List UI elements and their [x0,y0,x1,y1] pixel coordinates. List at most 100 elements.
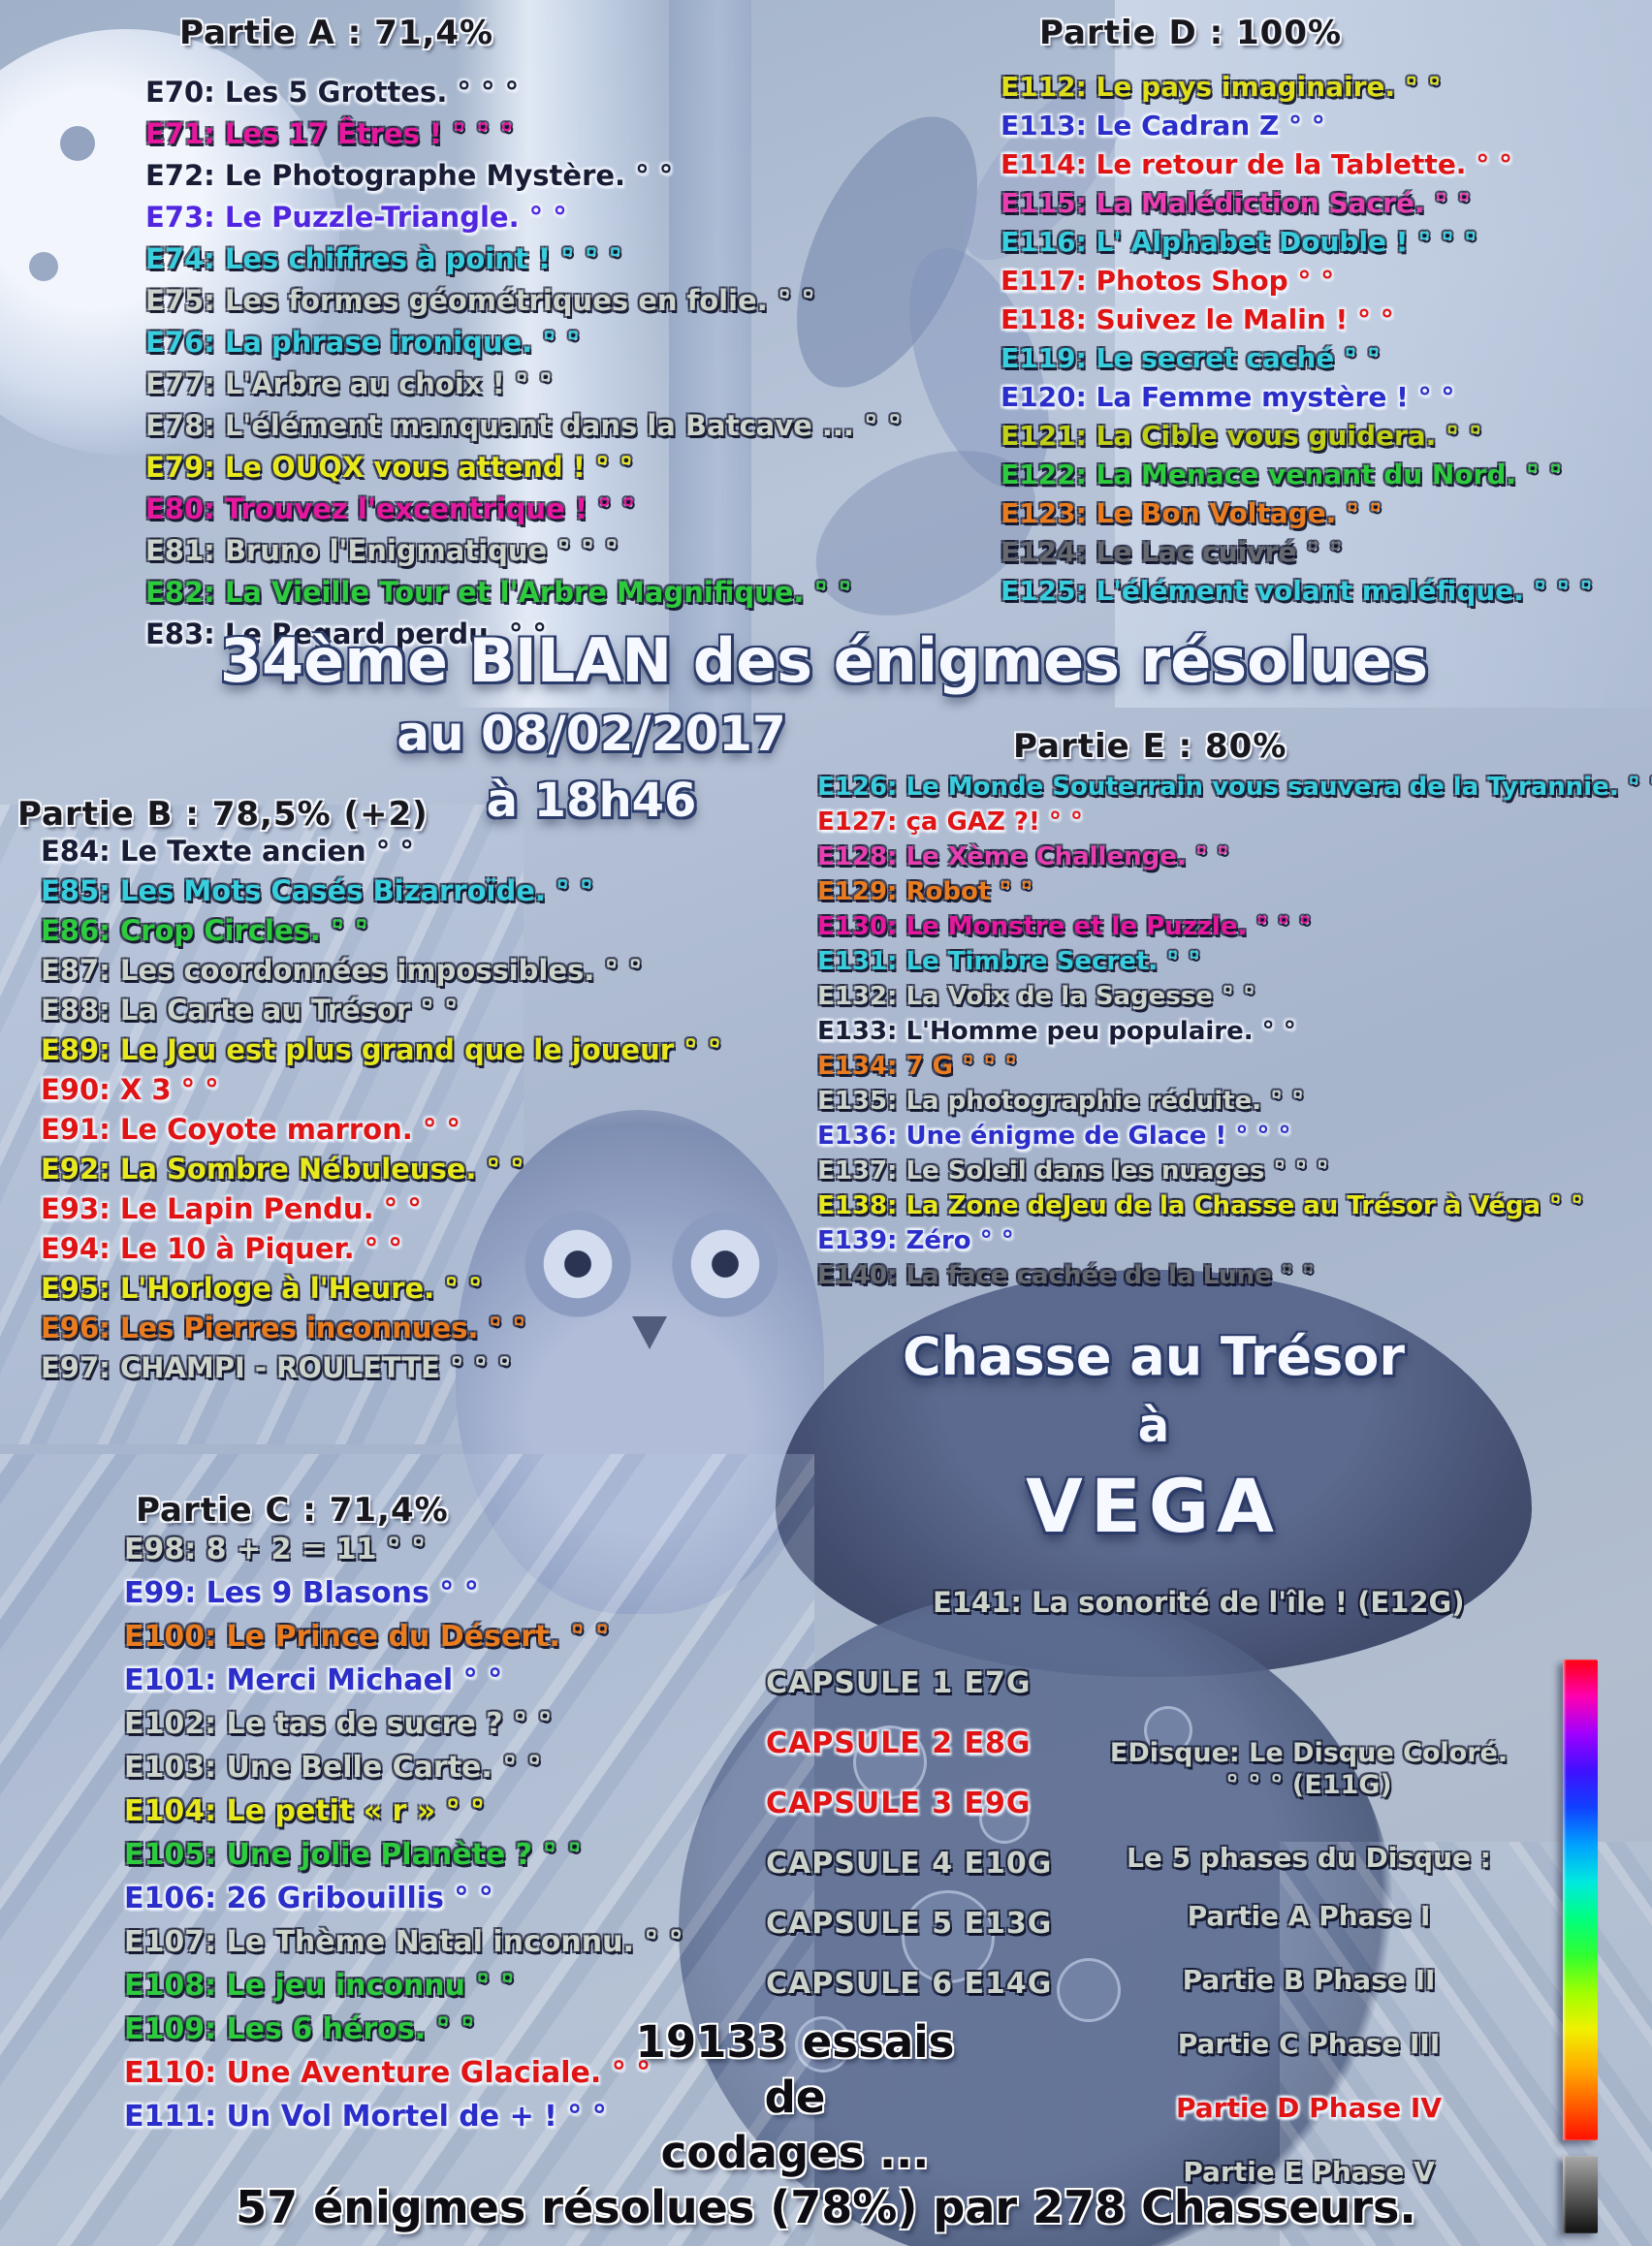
enigma-item: E106: 26 Gribouillis ° ° [124,1882,493,1915]
attempts-line1: 19133 essais [635,2016,955,2068]
background-owl-figurine [456,1110,824,1614]
owl-eye-icon [671,1210,779,1318]
enigma-item: E126: Le Monde Souterrain vous sauvera d… [817,773,1652,802]
summary-line: 57 énigmes résolues (78%) par 278 Chasse… [236,2181,1416,2233]
phase-item: Partie A Phase I [1187,1900,1431,1932]
enigma-item: E72: Le Photographe Mystère. ° ° [145,159,674,192]
enigma-item: E132: La Voix de la Sagesse ° ° [817,982,1255,1011]
treasure-hunt-line3: VEGA [1026,1463,1282,1549]
phase-item: Partie B Phase II [1182,1964,1436,1996]
enigma-item: E93: Le Lapin Pendu. ° ° [41,1192,422,1225]
enigma-item: E98: 8 + 2 = 11 ° ° [124,1533,427,1566]
background-bubble [1057,1958,1121,2022]
enigma-item: E139: Zéro ° ° [817,1226,1014,1255]
enigma-item: E107: Le Thème Natal inconnu. ° ° [124,1925,683,1959]
background-window-frame [456,0,664,708]
enigma-item: E70: Les 5 Grottes. ° ° ° [145,76,520,109]
enigma-item: E85: Les Mots Casés Bizarroïde. ° ° [41,874,594,907]
enigma-item: E76: La phrase ironique. ° ° [145,326,581,359]
enigma-item: E136: Une énigme de Glace ! ° ° ° [817,1122,1291,1151]
enigma-item: E78: L'élément manquant dans la Batcave … [145,409,903,442]
background-plate-hole [29,252,58,281]
partie-e-list: E126: Le Monde Souterrain vous sauvera d… [817,770,1652,1293]
enigma-item: E120: La Femme mystère ! ° ° [1001,381,1455,413]
capsule-item: CAPSULE 3 E9G [766,1787,1032,1820]
enigma-item: E110: Une Aventure Glaciale. ° ° [124,2056,651,2090]
partie-c-list: E98: 8 + 2 = 11 ° ° E99: Les 9 Blasons ° … [124,1528,683,2138]
enigma-item: E90: X 3 ° ° [41,1073,219,1106]
poster-date: au 08/02/2017 [397,706,786,762]
enigma-item: E125: L'élément volant maléfique. ° ° ° [1001,575,1594,607]
capsule-item: CAPSULE 1 E7G [766,1666,1032,1700]
enigma-item: E113: Le Cadran Z ° ° [1001,110,1325,142]
enigma-item: E103: Une Belle Carte. ° ° [124,1751,542,1785]
owl-eye-icon [524,1210,632,1318]
background-bubble [979,1793,1030,1844]
capsule-item: CAPSULE 6 E14G [766,1967,1053,2001]
enigma-item: E79: Le OUQX vous attend ! ° ° [145,451,634,484]
enigma-item: E74: Les chiffres à point ! ° ° ° [145,242,622,275]
enigma-item: E104: Le petit « r » ° ° [124,1794,486,1828]
treasure-hunt-line1: Chasse au Trésor [903,1326,1405,1387]
capsule-item: CAPSULE 5 E13G [766,1907,1053,1941]
partie-d-header: Partie D : 100% [1039,14,1343,52]
enigma-item: E122: La Menace venant du Nord. ° ° [1001,459,1563,490]
enigma-item: E83: Le Regard perdu. ° ° [145,617,547,650]
poster-time: à 18h46 [486,774,697,828]
capsule-item: CAPSULE 4 E10G [766,1847,1053,1881]
enigma-item: E88: La Carte au Trésor ° ° [41,994,459,1027]
background-plate-hole [60,126,95,161]
enigma-item: E124: Le Lac cuivré ° ° [1001,536,1343,568]
disque-phases-list: Partie A Phase I Partie B Phase II Partie … [1100,1884,1517,2204]
enigma-item: E91: Le Coyote marron. ° ° [41,1113,461,1146]
background-bubble [902,1890,995,1983]
enigma-item: E102: Le tas de sucre ? ° ° [124,1707,553,1741]
treasure-hunt-line2: à [1137,1399,1170,1453]
phase-item: Partie E Phase V [1183,2156,1435,2188]
enigma-item: E105: Une jolie Planète ? ° ° [124,1838,582,1872]
enigma-item: E73: Le Puzzle-Triangle. ° ° [145,201,567,234]
partie-e-header: Partie E : 80% [1013,727,1287,766]
attempts-line2: de [764,2072,826,2123]
attempts-line3: codages ... [660,2127,930,2178]
enigma-item: E80: Trouvez l'excentrique ! ° ° [145,492,636,525]
enigma-item: E123: Le Bon Voltage. ° ° [1001,497,1382,529]
background-bubble [853,1725,927,1799]
background-window-frame [669,0,751,746]
enigma-item: E71: Les 17 Êtres ! ° ° ° [145,117,514,150]
background-deck-slats [0,805,524,1444]
enigma-item: E133: L'Homme peu populaire. ° ° [817,1017,1296,1046]
enigma-item: E115: La Malédiction Sacré. ° ° [1001,187,1472,219]
phase-item: Partie C Phase III [1177,2028,1441,2060]
enigma-item: E134: 7 G ° ° ° [817,1052,1018,1081]
phase-item: Partie D Phase IV [1175,2092,1443,2124]
background-bubble [1144,1706,1192,1755]
disque-block: EDisque: Le Disque Coloré. ° ° ° (E11G) [1100,1737,1517,1801]
enigma-item: E96: Les Pierres inconnues. ° ° [41,1312,526,1344]
partie-a-list: E70: Les 5 Grottes. ° ° ° E71: Les 17 Êtr… [145,72,902,655]
enigma-item: E87: Les coordonnées impossibles. ° ° [41,954,643,987]
capsule-item: CAPSULE 2 E8G [766,1726,1032,1760]
partie-b-list: E84: Le Texte ancien ° ° E85: Les Mots Ca… [41,832,721,1388]
enigma-item: E116: L' Alphabet Double ! ° ° ° [1001,226,1477,258]
spectrum-end-block [1563,2156,1598,2233]
enigma-item: E99: Les 9 Blasons ° ° [124,1576,479,1610]
enigma-item: E117: Photos Shop ° ° [1001,265,1335,297]
enigma-item: E108: Le jeu inconnu ° ° [124,1969,515,2003]
enigma-item: E101: Merci Michael ° ° [124,1663,503,1697]
enigma-item: E94: Le 10 à Piquer. ° ° [41,1232,402,1265]
enigma-item: E81: Bruno l'Enigmatique ° ° ° [145,534,620,567]
partie-b-header: Partie B : 78,5% (+2) [17,795,429,834]
treasure-hunt-title: Chasse au Trésor à VEGA [805,1326,1503,1549]
enigma-item: E97: CHAMPI - ROULETTE ° ° ° [41,1351,512,1384]
background-bubble [795,2016,851,2072]
enigma-item: E100: Le Prince du Désert. ° ° [124,1620,610,1654]
capsule-list: CAPSULE 1 E7G CAPSULE 2 E8G CAPSULE 3 E9G C… [766,1654,1052,2014]
enigma-e141: E141: La sonorité de l'île ! (E12G) [933,1586,1465,1619]
enigma-item: E137: Le Soleil dans les nuages ° ° ° [817,1156,1329,1186]
enigma-item: E128: Le Xème Challenge. ° ° [817,842,1229,871]
enigma-item: E92: La Sombre Nébuleuse. ° ° [41,1153,524,1186]
attempts-block: 19133 essais de codages ... [572,2014,1018,2180]
enigma-item: E119: Le secret caché ° ° [1001,342,1381,374]
